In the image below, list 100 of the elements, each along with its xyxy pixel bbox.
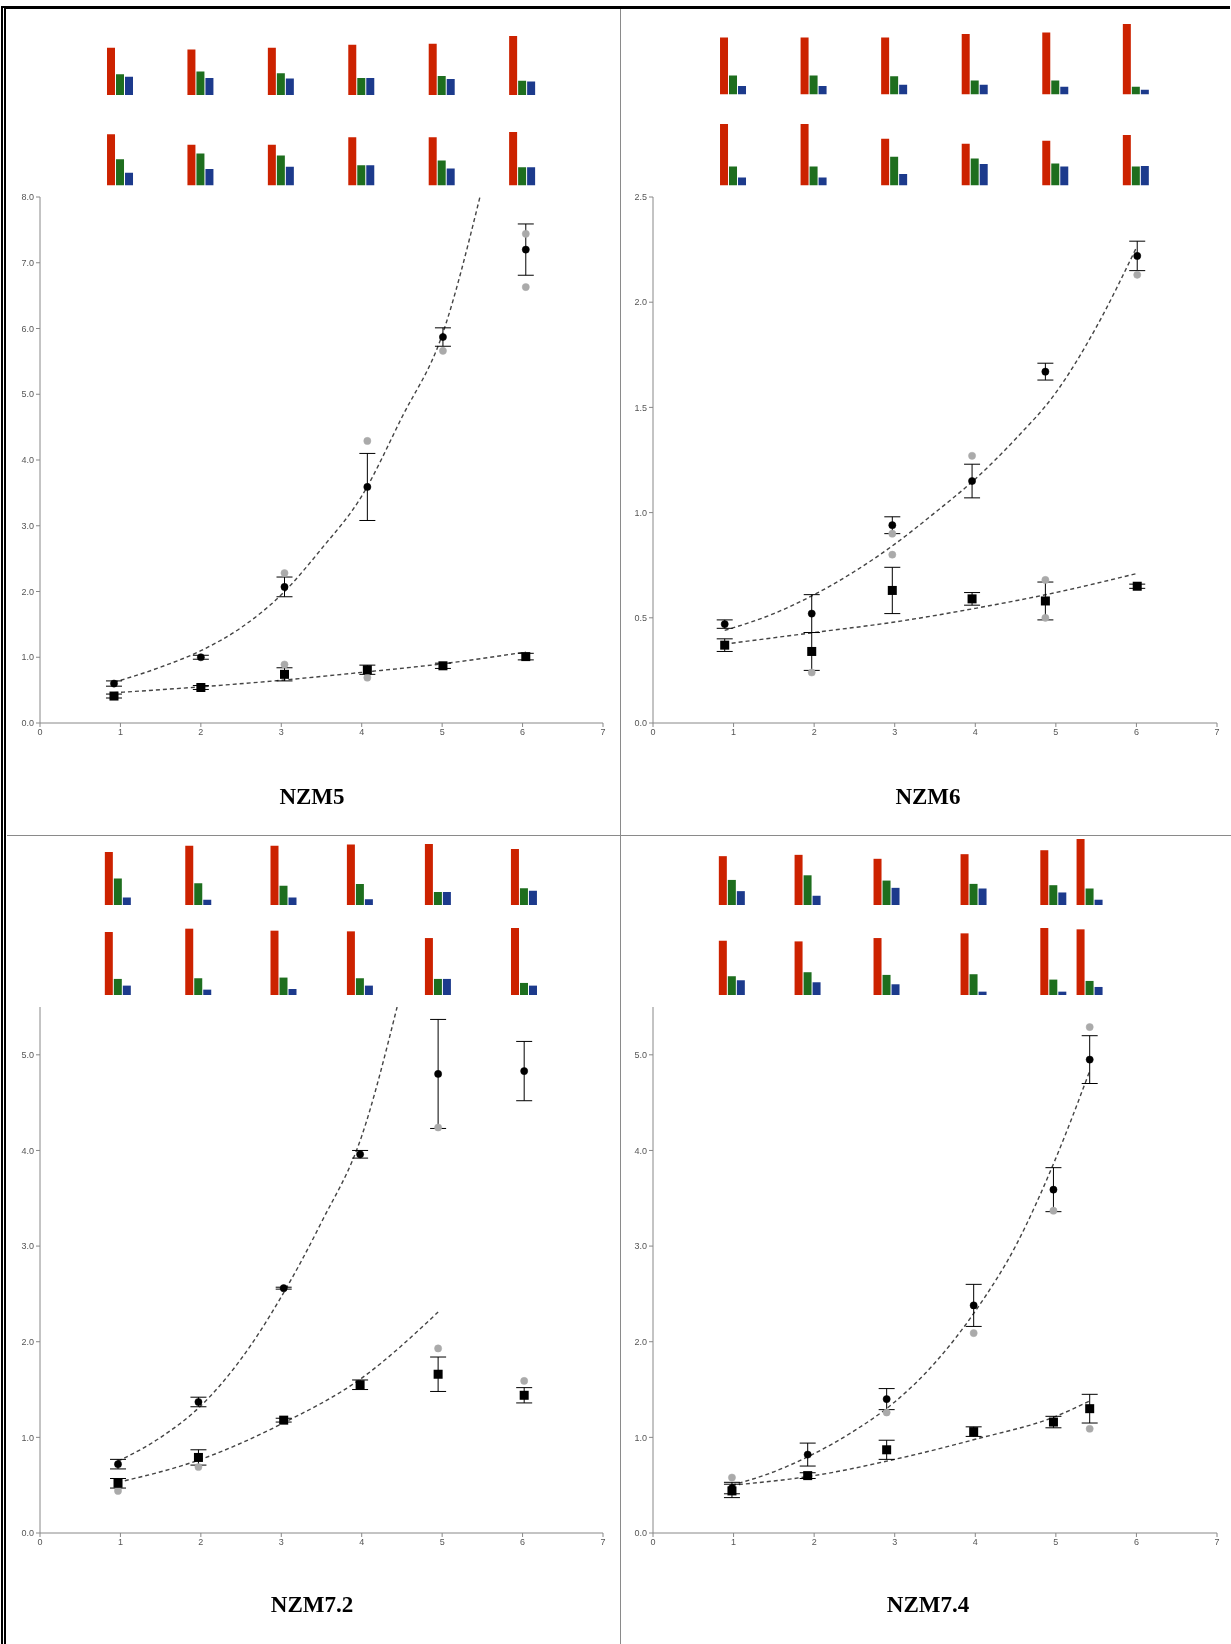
point	[1048, 1417, 1058, 1427]
y-tick-label: 5.0	[21, 1050, 34, 1061]
point	[114, 1487, 122, 1495]
bar	[873, 938, 882, 995]
bar	[279, 885, 288, 905]
bar	[720, 124, 729, 186]
point	[113, 1478, 123, 1488]
bar	[979, 164, 988, 186]
point	[969, 1301, 978, 1310]
text: NZM6	[894, 783, 962, 811]
bar	[509, 132, 518, 186]
bar	[881, 37, 890, 95]
bar	[979, 84, 988, 95]
x-tick-label: 2	[811, 1537, 817, 1548]
bar	[1049, 979, 1058, 995]
bar	[518, 80, 527, 95]
bar	[729, 75, 738, 95]
bar	[1060, 166, 1069, 186]
x-tick-label: 0	[650, 727, 656, 738]
bar	[107, 134, 116, 186]
bar	[348, 137, 357, 186]
bar	[348, 44, 357, 95]
point	[519, 1390, 529, 1400]
bar	[519, 887, 528, 905]
bar	[424, 843, 433, 905]
point	[720, 620, 729, 628]
point	[969, 1427, 979, 1437]
x-tick-label: 6	[520, 727, 526, 738]
bar	[107, 47, 116, 95]
y-tick-label: 5.0	[21, 389, 34, 400]
y-tick-label: 8.0	[21, 192, 34, 203]
x-tick-label: 6	[520, 1537, 526, 1548]
bar	[1132, 166, 1141, 186]
point	[1133, 252, 1142, 260]
point	[193, 1452, 203, 1462]
y-tick-label: 2.0	[634, 297, 647, 308]
bar	[812, 895, 821, 905]
bar	[736, 980, 745, 995]
bar	[203, 989, 212, 995]
bar	[205, 168, 214, 186]
point	[888, 521, 897, 530]
point	[439, 347, 447, 355]
y-tick-label: 4.0	[634, 1145, 647, 1156]
point	[439, 333, 447, 341]
x-tick-label: 2	[811, 727, 817, 738]
point	[280, 660, 289, 669]
point	[521, 652, 531, 662]
bar	[104, 851, 113, 905]
point	[720, 640, 730, 650]
bar	[286, 78, 295, 95]
bar	[899, 84, 908, 95]
x-tick-label: 4	[359, 727, 365, 738]
bar	[899, 173, 908, 186]
y-tick-label: 1.0	[634, 1432, 647, 1443]
point	[434, 1344, 442, 1353]
bar	[1094, 899, 1103, 905]
x-tick-label: 3	[892, 1537, 898, 1548]
bar	[729, 166, 738, 186]
point	[194, 1398, 203, 1406]
bar	[433, 978, 442, 995]
bar	[1051, 80, 1060, 95]
bar	[194, 882, 203, 905]
x-tick-label: 7	[600, 727, 606, 738]
bar	[113, 978, 122, 995]
point	[520, 1067, 529, 1075]
bar	[1085, 980, 1094, 995]
bar	[270, 845, 279, 905]
point	[520, 1377, 529, 1385]
bar	[1076, 929, 1085, 995]
point	[521, 229, 530, 238]
x-tick-label: 4	[972, 727, 978, 738]
bar	[125, 172, 134, 186]
point	[1049, 1185, 1058, 1194]
bar	[113, 877, 122, 905]
x-tick-label: 6	[1133, 1537, 1139, 1548]
point	[434, 1123, 442, 1132]
point	[1041, 576, 1050, 584]
point	[1040, 596, 1050, 606]
y-tick-label: 3.0	[634, 1241, 647, 1252]
point	[888, 529, 897, 538]
y-tick-label: 4.0	[21, 1145, 34, 1156]
bar	[196, 70, 205, 95]
point	[438, 661, 448, 671]
bar	[519, 982, 528, 995]
bar	[366, 165, 375, 186]
bar	[881, 138, 890, 186]
bar	[1132, 86, 1141, 95]
bar	[1058, 892, 1067, 905]
bar	[187, 144, 196, 186]
bar	[812, 982, 821, 995]
x-tick-label: 2	[198, 1537, 204, 1548]
bar	[424, 938, 433, 995]
x-tick-label: 1	[117, 1537, 123, 1548]
point	[280, 569, 289, 577]
point	[109, 691, 119, 701]
y-tick-label: 5.0	[634, 1050, 647, 1061]
bar	[442, 891, 451, 905]
x-tick-label: 2	[198, 727, 204, 738]
point	[363, 437, 372, 445]
point	[887, 585, 897, 595]
